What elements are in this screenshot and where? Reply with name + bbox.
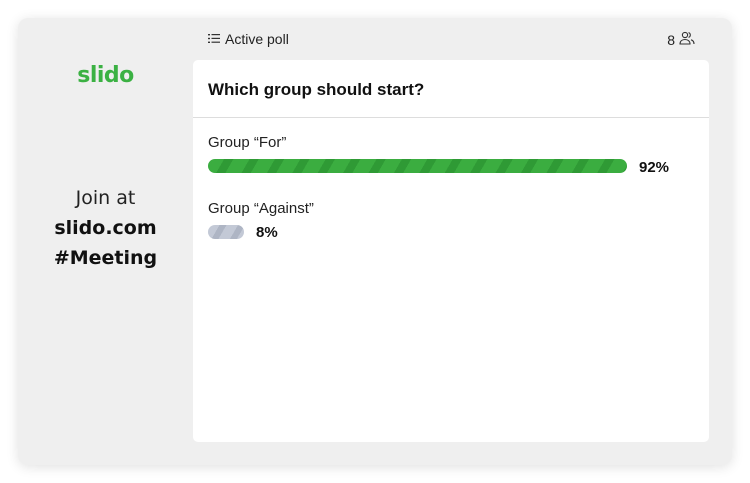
event-code: #Meeting (53, 247, 158, 269)
slido-logo: slido (77, 63, 134, 88)
divider (193, 117, 709, 118)
poll-card: Which group should start? Group “For” 92… (193, 60, 709, 442)
poll-header: Active poll 8 (208, 31, 695, 51)
join-info: Join at slido.com #Meeting (18, 183, 193, 273)
result-bar-against (208, 225, 244, 239)
slido-poll-frame: slido Join at slido.com #Meeting Active … (18, 18, 732, 465)
join-at-label: Join at (75, 187, 136, 209)
list-icon (208, 31, 220, 47)
join-url: slido.com (54, 217, 157, 239)
result-bar-for (208, 159, 627, 173)
users-icon (679, 31, 695, 48)
result-percent-against: 8% (256, 224, 278, 241)
participant-count: 8 (667, 31, 675, 48)
option-label-against: Group “Against” (208, 200, 314, 217)
result-percent-for: 92% (639, 159, 670, 176)
active-poll-label: Active poll (225, 31, 289, 47)
option-label-for: Group “For” (208, 134, 287, 151)
poll-question: Which group should start? (208, 80, 425, 99)
